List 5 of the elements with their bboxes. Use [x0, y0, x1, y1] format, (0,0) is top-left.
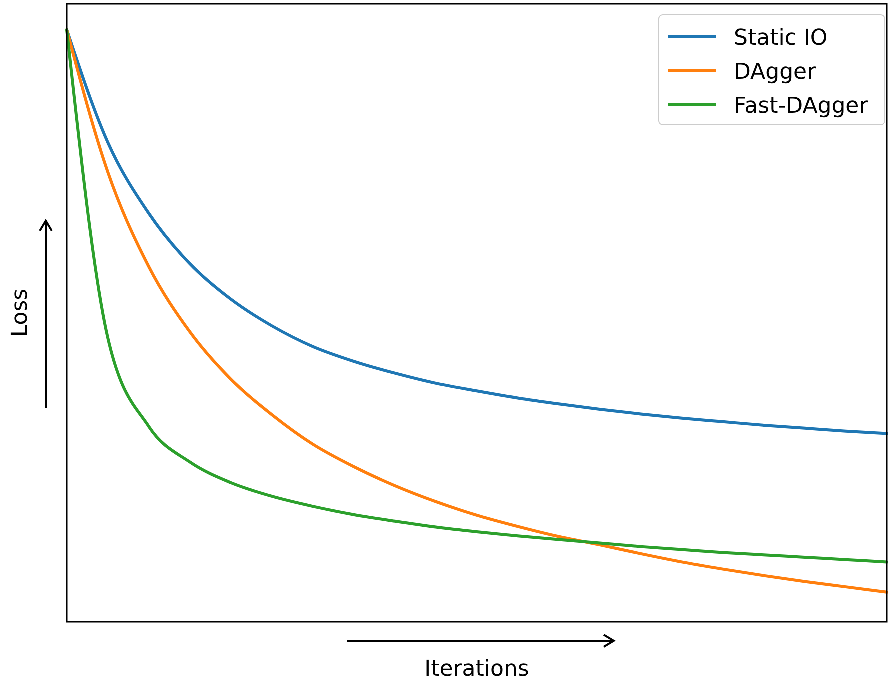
legend-label: DAgger	[734, 60, 818, 85]
x-axis-title: Iterations	[424, 657, 530, 682]
legend-label: Static IO	[734, 26, 828, 51]
legend-label: Fast-DAgger	[734, 94, 870, 119]
y-axis-title: Loss	[8, 288, 33, 338]
